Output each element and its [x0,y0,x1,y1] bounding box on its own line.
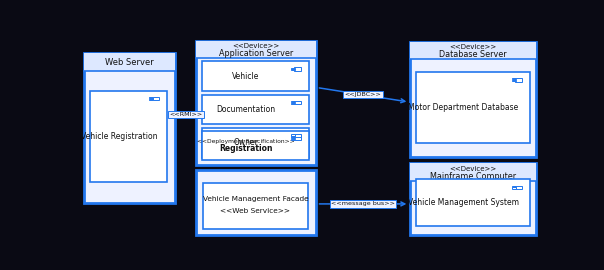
Bar [294,134,301,138]
Bar [202,61,309,91]
Bar [294,68,301,71]
Bar [152,97,159,100]
Bar [294,101,301,104]
Text: Registration: Registration [219,144,272,153]
Bar [291,69,295,70]
Bar [291,103,295,104]
Bar [416,179,530,226]
Text: <<Device>>: <<Device>> [449,166,496,172]
Bar [410,163,536,181]
Bar [84,53,175,203]
Bar [84,53,175,71]
Bar [196,170,316,235]
Bar [294,137,301,140]
Bar [410,42,536,157]
Bar [291,68,295,69]
Bar [512,186,516,187]
Bar [202,94,309,124]
Text: <<message bus>>: <<message bus>> [331,201,395,207]
Text: Owner: Owner [234,139,259,147]
Bar [291,137,295,138]
Bar [512,78,516,79]
Text: Motor Department Database: Motor Department Database [408,103,519,112]
Bar [202,130,309,160]
Text: Vehicle Management Facade: Vehicle Management Facade [203,196,308,202]
Text: Vehicle Registration: Vehicle Registration [81,132,158,141]
Text: Vehicle: Vehicle [232,72,260,81]
Bar [410,163,536,235]
Bar [515,185,522,189]
Bar [512,187,516,188]
Bar [416,72,530,143]
Text: Web Server: Web Server [105,58,154,66]
Text: <<Web Service>>: <<Web Service>> [220,208,291,214]
Text: Application Server: Application Server [219,49,293,58]
Bar [410,42,536,59]
Bar [291,134,295,136]
Bar [149,97,153,98]
Bar [291,136,295,137]
Text: <<Device>>: <<Device>> [449,44,496,50]
Bar [196,41,316,58]
Bar [149,99,153,100]
Text: <<Deployment Specification>>: <<Deployment Specification>> [197,139,295,144]
Bar [202,128,309,158]
Text: Vehicle Management System: Vehicle Management System [408,198,519,207]
Text: <<JDBC>>: <<JDBC>> [344,92,381,97]
Bar [291,139,295,140]
Bar [515,78,522,82]
Bar [203,183,308,229]
Bar [196,41,316,166]
Text: <<Device>>: <<Device>> [233,43,280,49]
Bar [91,91,167,182]
Text: Documentation: Documentation [216,105,275,114]
Text: Database Server: Database Server [439,50,507,59]
Bar [291,101,295,102]
Text: <<RMI>>: <<RMI>> [169,112,202,117]
Text: Mainframe Computer: Mainframe Computer [430,172,516,181]
Bar [512,80,516,81]
